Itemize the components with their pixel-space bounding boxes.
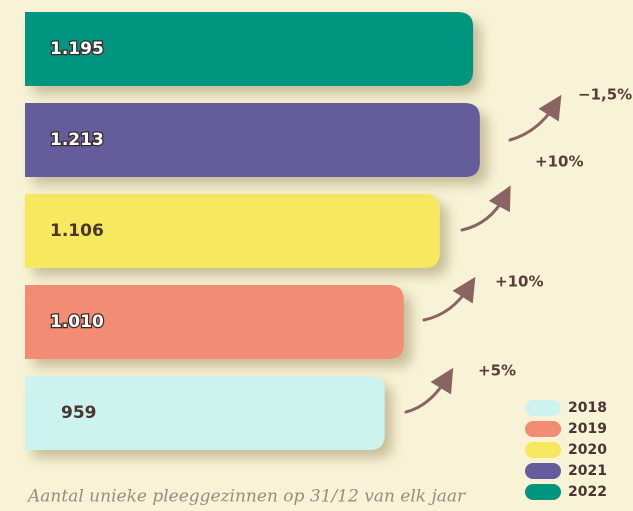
value-label: 1.213 [50, 130, 104, 150]
legend-label: 2018 [568, 400, 607, 416]
legend-swatch [525, 400, 561, 416]
bar [25, 194, 440, 268]
legend-label: 2022 [568, 484, 607, 500]
change-label: +10% [535, 153, 583, 171]
legend-swatch [525, 484, 561, 500]
change-label: +10% [495, 273, 543, 291]
value-label: 959 [61, 403, 97, 423]
arrow [508, 94, 562, 142]
change-label: −1,5% [578, 86, 632, 104]
value-label: 1.010 [50, 312, 104, 332]
arrow [422, 276, 476, 322]
change-label: +5% [478, 362, 516, 380]
bar [25, 103, 480, 177]
legend-label: 2021 [568, 463, 607, 479]
legend-label: 2020 [568, 442, 607, 458]
legend-swatch [525, 442, 561, 458]
bar [25, 12, 474, 86]
legend-swatch [525, 421, 561, 437]
arrows [404, 94, 562, 414]
arrow [404, 367, 454, 414]
value-label: 1.195 [50, 39, 104, 59]
bar [25, 285, 404, 359]
value-label: 1.106 [50, 221, 104, 241]
legend-swatch [525, 463, 561, 479]
legend-label: 2019 [568, 421, 607, 437]
caption: Aantal unieke pleeggezinnen op 31/12 van… [26, 487, 466, 507]
arrow [460, 185, 511, 232]
bar [25, 376, 385, 450]
